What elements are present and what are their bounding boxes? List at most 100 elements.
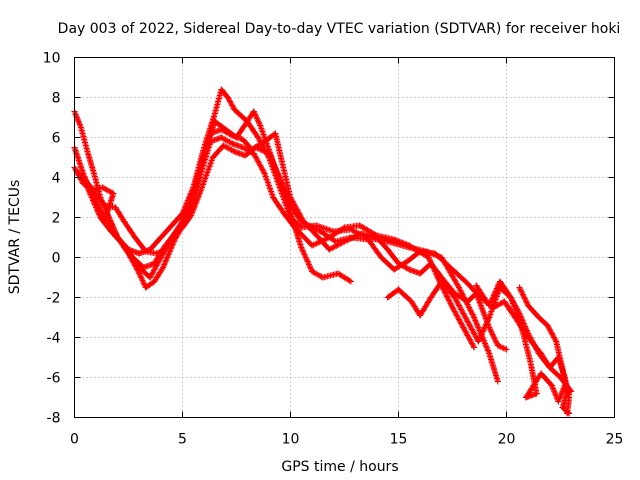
data-point: [559, 366, 566, 373]
data-point: [427, 294, 434, 301]
data-point: [538, 370, 545, 377]
data-point: [211, 118, 218, 125]
data-point: [406, 242, 413, 249]
data-point: [335, 270, 342, 277]
data-point: [77, 124, 84, 131]
data-point: [110, 190, 117, 197]
data-point: [218, 86, 225, 93]
data-point: [373, 234, 380, 241]
data-point: [261, 138, 268, 145]
data-point: [358, 230, 365, 237]
data-point: [378, 254, 385, 261]
data-point: [464, 280, 471, 287]
data-point: [384, 246, 391, 253]
data-point: [209, 154, 216, 161]
data-point: [151, 260, 158, 267]
data-point: [438, 278, 445, 285]
data-point: [309, 268, 316, 275]
data-point: [432, 250, 439, 257]
data-point: [239, 144, 246, 151]
data-point: [494, 378, 501, 385]
data-point: [497, 278, 504, 285]
data-point: [473, 282, 480, 289]
data-point: [88, 194, 95, 201]
data-point: [494, 342, 501, 349]
data-point: [518, 324, 525, 331]
data-point: [121, 218, 128, 225]
data-point: [395, 286, 402, 293]
data-point: [317, 228, 324, 235]
data-point: [356, 222, 363, 229]
data-point: [231, 148, 238, 155]
data-point: [535, 314, 542, 321]
x-tick-label: 5: [178, 432, 187, 448]
data-point: [527, 358, 534, 365]
chart-title: Day 003 of 2022, Sidereal Day-to-day VTE…: [58, 21, 621, 37]
data-point: [503, 346, 510, 353]
data-point: [198, 184, 205, 191]
data-point: [207, 130, 214, 137]
series-track-8: [516, 284, 573, 417]
plot-frame: [74, 57, 615, 418]
data-point: [160, 264, 167, 271]
data-point: [347, 278, 354, 285]
data-point: [417, 270, 424, 277]
data-point: [90, 170, 97, 177]
data-point: [244, 118, 251, 125]
data-point: [97, 214, 104, 221]
grid-lines: [74, 57, 615, 418]
data-point: [309, 242, 316, 249]
data-point: [559, 404, 566, 411]
y-tick-label: 10: [43, 51, 61, 67]
data-point: [229, 132, 236, 139]
data-point: [261, 170, 268, 177]
data-point: [319, 274, 326, 281]
data-point: [147, 274, 154, 281]
data-point: [553, 338, 560, 345]
y-tick-label: -6: [47, 371, 61, 387]
y-axis-label: SDTVAR / TECUs: [7, 180, 23, 295]
data-point: [384, 294, 391, 301]
y-tick-label: 8: [52, 91, 61, 107]
data-point: [276, 174, 283, 181]
data-point: [447, 264, 454, 271]
data-point: [179, 224, 186, 231]
series-track-5: [75, 142, 575, 395]
data-point: [162, 246, 169, 253]
data-point: [157, 234, 164, 241]
data-point: [464, 318, 471, 325]
x-tick-label: 10: [282, 432, 300, 448]
data-point: [95, 194, 102, 201]
data-point: [153, 250, 160, 257]
data-point: [404, 258, 411, 265]
series-track-7: [473, 278, 573, 405]
data-point: [326, 246, 333, 253]
data-point: [525, 302, 532, 309]
data-point: [229, 140, 236, 147]
data-point: [391, 236, 398, 243]
series-track-4: [80, 126, 510, 353]
data-point: [406, 266, 413, 273]
data-point: [535, 350, 542, 357]
data-point: [257, 122, 264, 129]
y-tick-label: 0: [52, 251, 61, 267]
data-point: [427, 260, 434, 267]
data-point: [287, 202, 294, 209]
x-tick-label: 20: [498, 432, 516, 448]
y-tick-label: 6: [52, 131, 61, 147]
y-tick-label: 4: [52, 171, 61, 187]
data-point: [218, 134, 225, 141]
data-point: [136, 270, 143, 277]
data-point: [464, 298, 471, 305]
y-tick-labels: -8 -6 -4 -2 0 2 4 6 8 10: [43, 51, 61, 427]
data-point: [196, 164, 203, 171]
data-point: [486, 314, 493, 321]
data-point: [101, 202, 108, 209]
data-point: [75, 170, 82, 177]
data-point: [408, 298, 415, 305]
data-point: [142, 284, 149, 291]
data-point: [108, 228, 115, 235]
data-point: [365, 236, 372, 243]
data-point: [291, 224, 298, 231]
data-point: [270, 194, 277, 201]
